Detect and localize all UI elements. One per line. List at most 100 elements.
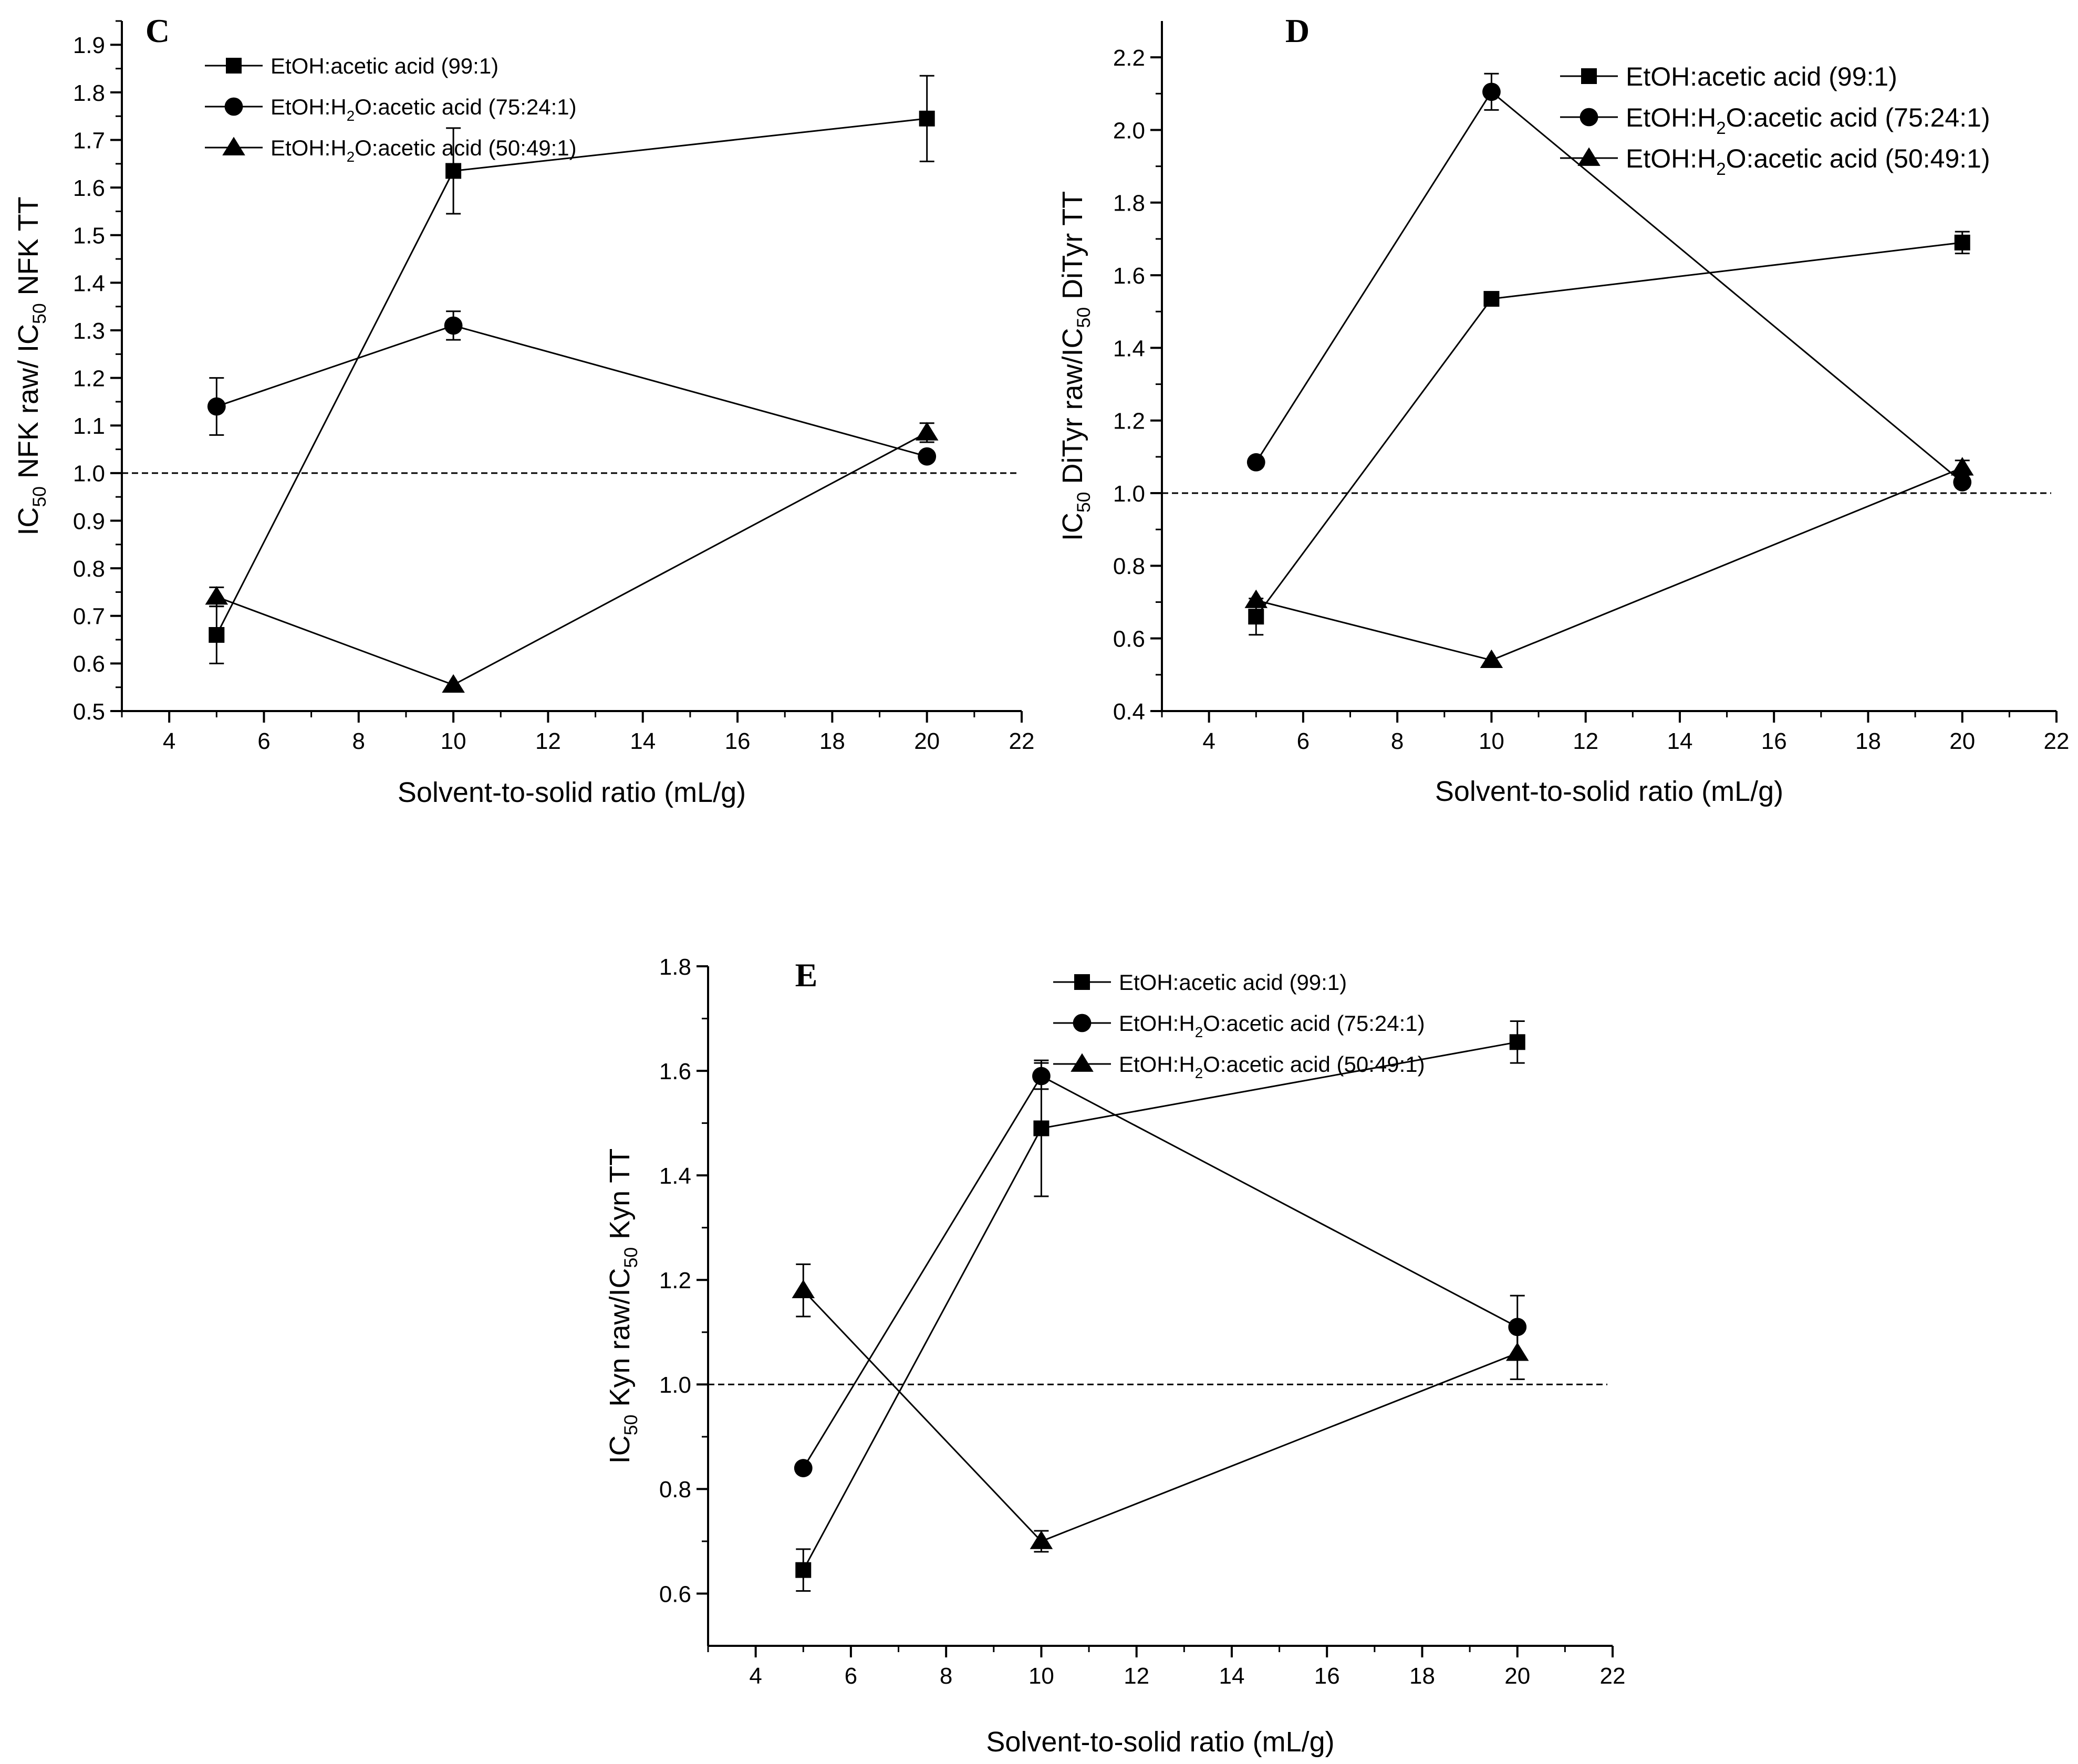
y-tick-label: 1.9 — [73, 33, 105, 58]
x-tick-label: 20 — [1504, 1663, 1530, 1689]
marker-square — [1483, 291, 1500, 307]
y-tick-label: 1.0 — [73, 461, 105, 487]
marker-circle — [1580, 108, 1598, 127]
x-tick-label: 22 — [1600, 1663, 1626, 1689]
x-tick-label: 16 — [725, 728, 751, 754]
marker-triangle — [222, 137, 245, 155]
x-tick-label: 18 — [819, 728, 845, 754]
x-tick-label: 6 — [1297, 728, 1310, 754]
y-tick-label: 0.6 — [659, 1581, 691, 1607]
marker-triangle — [205, 586, 228, 605]
marker-square — [209, 627, 225, 643]
marker-circle — [1953, 473, 1972, 492]
y-axis-label: IC50 Kyn raw/IC50 Kyn TT — [604, 1149, 641, 1464]
chart-panel-c: 4 6 8 10 12 14 16 18 20 22 0.5 0.6 0.7 0.8 0.9 1.0 1.1 1.… — [13, 12, 1034, 808]
x-tick-label: 18 — [1855, 728, 1881, 754]
series-line — [802, 1075, 1518, 1469]
marker-triangle — [442, 674, 465, 693]
marker-square — [1509, 1034, 1525, 1050]
x-tick-label: 4 — [749, 1663, 762, 1689]
marker-square — [1954, 234, 1970, 250]
marker-circle — [1032, 1067, 1051, 1085]
x-tick-label: 10 — [1479, 728, 1504, 754]
marker-circle — [794, 1459, 813, 1477]
marker-square — [1248, 609, 1264, 625]
marker-triangle — [915, 422, 939, 441]
x-tick-label: 22 — [1009, 728, 1035, 754]
marker-triangle — [1577, 147, 1601, 166]
series-2 — [794, 1062, 1527, 1477]
x-tick-label: 16 — [1761, 728, 1787, 754]
y-tick-label: 1.7 — [73, 128, 105, 153]
marker-circle — [1482, 82, 1501, 101]
y-tick-label: 2.0 — [1113, 118, 1145, 143]
y-tick-label: 1.0 — [1113, 481, 1145, 507]
y-tick-label: 1.4 — [73, 270, 105, 296]
legend-label: EtOH:acetic acid (99:1) — [1626, 62, 1897, 91]
x-tick-label: 18 — [1409, 1663, 1435, 1689]
y-tick-label: 1.2 — [73, 366, 105, 391]
series-1 — [209, 75, 935, 664]
y-tick-label: 1.6 — [1113, 263, 1145, 289]
marker-square — [1033, 1120, 1050, 1136]
x-tick-label: 6 — [845, 1663, 857, 1689]
series-1 — [795, 1020, 1525, 1592]
legend-label: EtOH:H2O:acetic acid (75:24:1) — [1119, 1011, 1425, 1040]
series-line — [216, 325, 928, 457]
y-tick-label: 0.5 — [73, 699, 105, 725]
chart-panel-e: 4 6 8 10 12 14 16 18 20 22 0.6 0.8 1.0 1.2 1.4 1.6 1.8 So… — [604, 954, 1625, 1758]
x-tick-label: 8 — [1391, 728, 1404, 754]
legend-label: EtOH:H2O:acetic acid (75:24:1) — [271, 95, 577, 124]
y-axis-label: IC50 NFK raw/ IC50 NFK TT — [13, 196, 50, 535]
series-line — [1255, 242, 1962, 618]
legend-label: EtOH:H2O:acetic acid (50:49:1) — [271, 135, 577, 165]
y-tick-label: 0.8 — [73, 556, 105, 582]
y-tick-label: 1.6 — [659, 1059, 691, 1084]
x-tick-label: 20 — [1949, 728, 1975, 754]
x-axis-label: Solvent-to-solid ratio (mL/g) — [986, 1726, 1334, 1758]
y-tick-label: 1.8 — [1113, 191, 1145, 216]
legend-label: EtOH:H2O:acetic acid (50:49:1) — [1119, 1052, 1425, 1081]
y-tick-label: 0.8 — [659, 1477, 691, 1502]
y-tick-label: 1.6 — [73, 175, 105, 201]
panel-letter: E — [795, 956, 818, 994]
x-tick-label: 4 — [163, 728, 175, 754]
x-tick-label: 12 — [1124, 1663, 1149, 1689]
marker-triangle — [1950, 457, 1974, 476]
y-tick-label: 1.0 — [659, 1372, 691, 1398]
y-tick-label: 1.2 — [659, 1268, 691, 1293]
legend-label: EtOH:acetic acid (99:1) — [1119, 970, 1347, 995]
marker-circle — [1246, 453, 1265, 472]
x-tick-label: 14 — [1667, 728, 1692, 754]
x-tick-label: 4 — [1202, 728, 1215, 754]
x-tick-label: 8 — [940, 1663, 952, 1689]
y-tick-label: 0.4 — [1113, 699, 1145, 725]
legend-label: EtOH:H2O:acetic acid (50:49:1) — [1626, 144, 1990, 179]
series-line — [803, 1290, 1518, 1542]
legend-label: EtOH:H2O:acetic acid (75:24:1) — [1626, 103, 1990, 138]
legend: EtOH:acetic acid (99:1) EtOH:H2O:acetic a… — [1053, 970, 1425, 1081]
x-tick-label: 12 — [1573, 728, 1598, 754]
marker-circle — [1073, 1014, 1092, 1032]
marker-square — [226, 58, 242, 74]
x-tick-label: 14 — [630, 728, 656, 754]
marker-circle — [918, 447, 937, 466]
series-1 — [1248, 231, 1970, 636]
chart-panel-d: 4 6 8 10 12 14 16 18 20 22 0.4 0.6 0.8 1.0 1.2 1.4 1.6 1.… — [1057, 12, 2069, 807]
legend-label: EtOH:acetic acid (99:1) — [271, 54, 498, 78]
x-tick-label: 16 — [1314, 1663, 1340, 1689]
series-line — [802, 1041, 1518, 1571]
y-tick-label: 0.6 — [73, 651, 105, 677]
y-axis-label: IC50 DiTyr raw/IC50 DiTyr TT — [1057, 191, 1094, 541]
y-tick-label: 1.4 — [659, 1163, 691, 1189]
series-3 — [205, 422, 939, 693]
marker-square — [445, 163, 462, 179]
y-tick-label: 0.8 — [1113, 554, 1145, 579]
x-tick-label: 6 — [257, 728, 270, 754]
marker-circle — [224, 97, 243, 116]
marker-triangle — [1505, 1342, 1529, 1361]
marker-triangle — [1244, 589, 1268, 608]
series-3 — [1244, 457, 1974, 669]
marker-triangle — [1480, 649, 1503, 669]
